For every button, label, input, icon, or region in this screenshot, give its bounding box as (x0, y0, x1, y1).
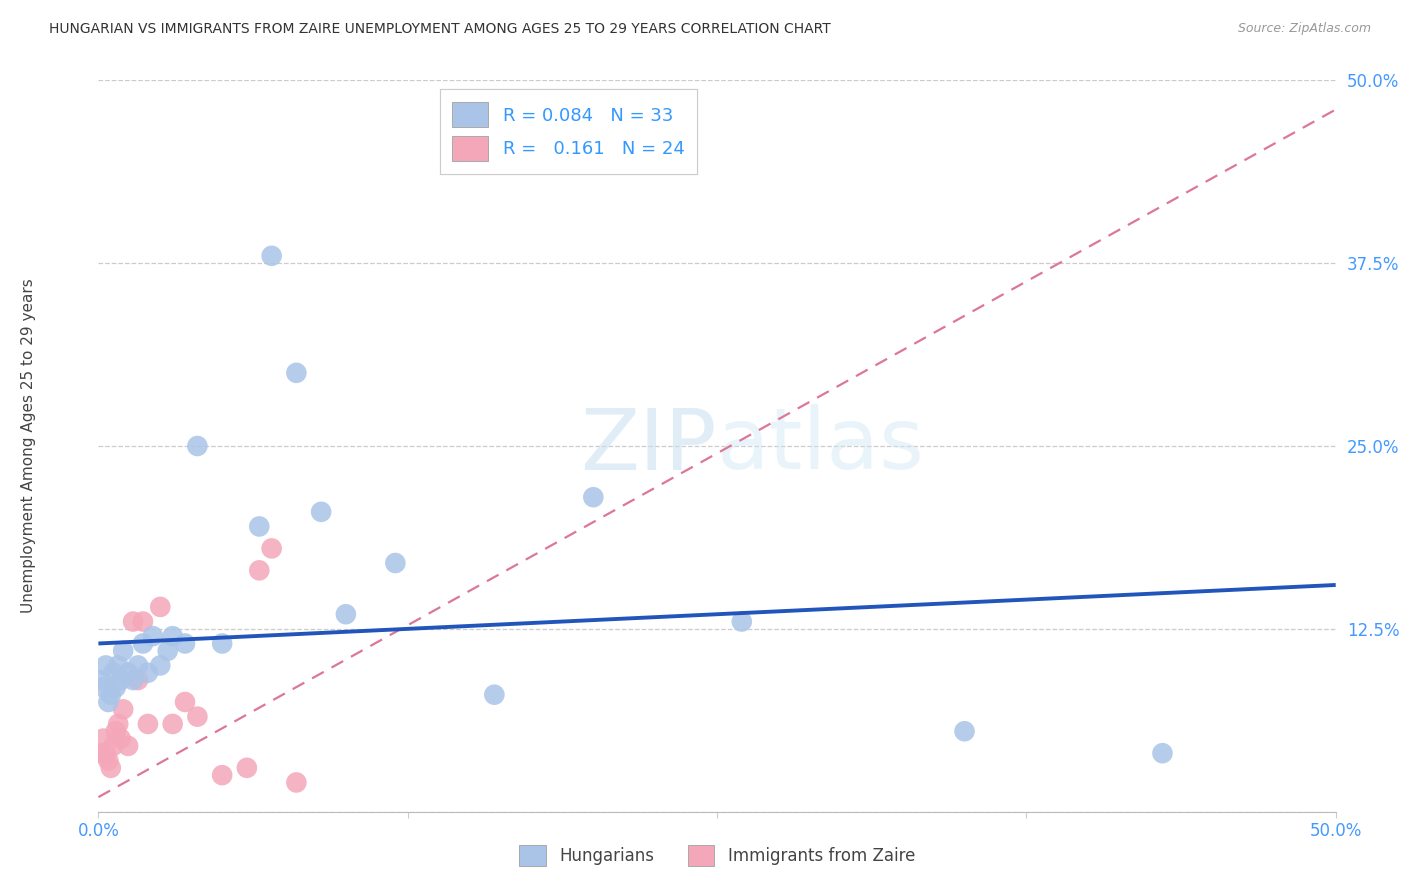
Point (285, 775, 308, 789)
Y-axis label: Unemployment Among Ages 25 to 29 years: Unemployment Among Ages 25 to 29 years (21, 278, 37, 614)
Point (953, 724, 976, 739)
Legend: R = 0.084   N = 33, R =   0.161   N = 24: R = 0.084 N = 33, R = 0.161 N = 24 (440, 89, 697, 174)
Point (107, 658, 129, 673)
Point (97, 754, 120, 768)
Point (127, 673, 149, 687)
Point (136, 717, 159, 731)
Text: HUNGARIAN VS IMMIGRANTS FROM ZAIRE UNEMPLOYMENT AMONG AGES 25 TO 29 YEARS CORREL: HUNGARIAN VS IMMIGRANTS FROM ZAIRE UNEMP… (49, 22, 831, 37)
Point (103, 739, 125, 753)
Point (211, 636, 233, 650)
Point (260, 541, 283, 556)
Point (122, 673, 145, 687)
Point (384, 556, 406, 570)
Point (142, 629, 165, 643)
Point (90, 673, 112, 687)
Point (97, 695, 120, 709)
Text: Source: ZipAtlas.com: Source: ZipAtlas.com (1237, 22, 1371, 36)
Point (90, 746, 112, 760)
Legend: Hungarians, Immigrants from Zaire: Hungarians, Immigrants from Zaire (510, 837, 924, 875)
Point (117, 665, 139, 680)
Point (186, 709, 208, 723)
Point (132, 636, 155, 650)
Point (94, 746, 117, 760)
Point (211, 768, 233, 782)
Point (247, 519, 270, 533)
Point (149, 658, 172, 673)
Text: ZIP: ZIP (581, 404, 717, 488)
Point (107, 717, 129, 731)
Point (100, 688, 122, 702)
Point (247, 563, 270, 577)
Point (186, 439, 208, 453)
Point (285, 366, 308, 380)
Point (156, 644, 179, 658)
Point (335, 607, 357, 622)
Point (1152, 746, 1174, 760)
Point (132, 615, 155, 629)
Point (112, 644, 135, 658)
Point (93, 731, 115, 746)
Text: atlas: atlas (717, 404, 925, 488)
Point (112, 702, 135, 716)
Point (122, 615, 145, 629)
Point (136, 665, 159, 680)
Point (110, 731, 132, 746)
Point (582, 490, 605, 504)
Point (93, 681, 115, 695)
Point (94, 658, 117, 673)
Point (103, 665, 125, 680)
Point (104, 681, 127, 695)
Point (104, 724, 127, 739)
Point (174, 636, 197, 650)
Point (731, 615, 754, 629)
Point (309, 505, 332, 519)
Point (484, 688, 506, 702)
Point (260, 249, 283, 263)
Point (149, 599, 172, 614)
Point (100, 761, 122, 775)
Point (236, 761, 259, 775)
Point (117, 739, 139, 753)
Point (127, 658, 149, 673)
Point (162, 717, 184, 731)
Point (110, 673, 132, 687)
Point (174, 695, 197, 709)
Point (162, 629, 184, 643)
